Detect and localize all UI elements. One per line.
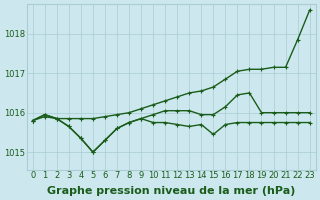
X-axis label: Graphe pression niveau de la mer (hPa): Graphe pression niveau de la mer (hPa) xyxy=(47,186,295,196)
